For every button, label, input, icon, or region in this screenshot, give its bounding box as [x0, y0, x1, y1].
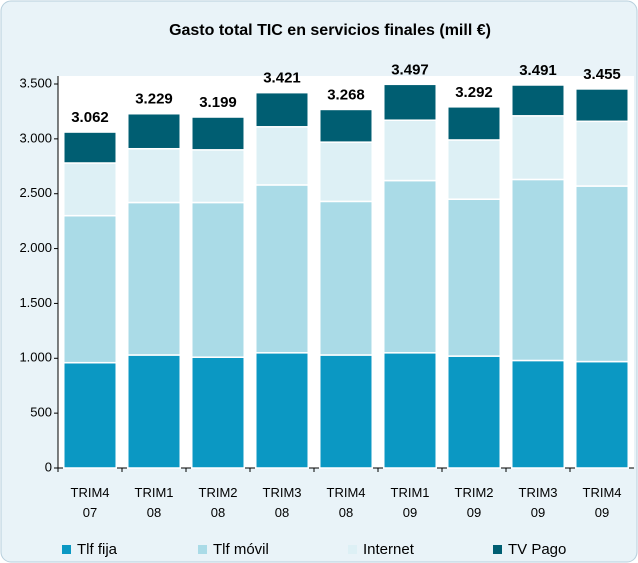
bar-segment — [511, 359, 565, 469]
total-label: 3.062 — [71, 109, 109, 126]
legend-swatch — [348, 545, 357, 554]
y-tick-label: 3.500 — [19, 75, 52, 90]
x-tick-label-line: TRIM3 — [263, 485, 302, 500]
x-tick-label: TRIM4 07 — [71, 485, 110, 520]
x-tick-label-line: 09 — [531, 505, 545, 520]
bar-segment — [255, 352, 309, 469]
bar-segment — [63, 214, 117, 364]
x-tick-label: TRIM3 08 — [263, 485, 302, 520]
bar-segment — [191, 356, 245, 469]
total-label: 3.491 — [519, 62, 557, 79]
bar-segment — [319, 141, 373, 203]
total-label: 3.455 — [583, 66, 621, 83]
total-label: 3.292 — [455, 84, 493, 101]
bar-segment — [447, 355, 501, 469]
x-tick-label-line: 09 — [403, 505, 417, 520]
y-tick-label: 0 — [45, 459, 52, 474]
total-label: 3.268 — [327, 86, 365, 103]
x-tick-label-line: TRIM4 — [583, 485, 622, 500]
x-tick-label: TRIM2 09 — [455, 485, 494, 520]
bar-segment — [63, 162, 117, 217]
chart-title: Gasto total TIC en servicios finales (mi… — [169, 22, 491, 39]
bar-segment — [575, 120, 629, 187]
legend-swatch — [198, 545, 207, 554]
bar-segment — [511, 178, 565, 362]
x-tick-label-line: TRIM1 — [391, 485, 430, 500]
bar-segment — [255, 184, 309, 354]
y-tick-label: 2.500 — [19, 185, 52, 200]
legend-swatch — [62, 545, 71, 554]
x-tick-label: TRIM4 09 — [583, 485, 622, 520]
x-tick-label-line: 08 — [339, 505, 353, 520]
bar-segment — [383, 179, 437, 354]
bar-segment — [575, 360, 629, 469]
total-label: 3.421 — [263, 70, 301, 87]
bar-segment — [575, 88, 629, 123]
total-label: 3.229 — [135, 91, 173, 108]
y-tick-label: 3.000 — [19, 130, 52, 145]
y-tick-label: 2.000 — [19, 240, 52, 255]
bar-segment — [447, 106, 501, 141]
legend-label: Tlf fija — [77, 541, 118, 558]
x-tick-label: TRIM1 08 — [135, 485, 174, 520]
x-tick-label-line: TRIM2 — [199, 485, 238, 500]
x-tick-label-line: 08 — [211, 505, 225, 520]
bar-segment — [447, 139, 501, 200]
y-tick-label: 500 — [30, 405, 52, 420]
bar-segment — [319, 200, 373, 356]
x-tick-label-line: TRIM4 — [71, 485, 110, 500]
x-tick-label: TRIM2 08 — [199, 485, 238, 520]
x-tick-label-line: TRIM1 — [135, 485, 174, 500]
y-tick-label: 1.500 — [19, 295, 52, 310]
legend-swatch — [493, 545, 502, 554]
x-tick-label-line: 09 — [595, 505, 609, 520]
x-tick-label-line: 09 — [467, 505, 481, 520]
bar-segment — [127, 112, 181, 150]
bar-segment — [511, 84, 565, 117]
bar-segment — [575, 185, 629, 363]
bar-segment — [127, 201, 181, 356]
legend-label: TV Pago — [508, 541, 566, 558]
total-label: 3.199 — [199, 94, 237, 111]
x-tick-label: TRIM3 09 — [519, 485, 558, 520]
legend-label: Tlf móvil — [213, 541, 269, 558]
bar-segment — [191, 201, 245, 358]
bar-segment — [447, 198, 501, 357]
x-tick-label: TRIM1 09 — [391, 485, 430, 520]
bar-segment — [191, 149, 245, 204]
x-tick-label-line: TRIM4 — [327, 485, 366, 500]
legend-label: Internet — [363, 541, 415, 558]
bar-segment — [255, 126, 309, 186]
bar-segment — [511, 115, 565, 181]
bar-segment — [383, 352, 437, 469]
y-tick-label: 1.000 — [19, 350, 52, 365]
bar-segment — [63, 131, 117, 164]
x-tick-label-line: TRIM3 — [519, 485, 558, 500]
x-tick-label-line: 07 — [83, 505, 97, 520]
x-tick-label-line: 08 — [275, 505, 289, 520]
bar-segment — [319, 354, 373, 469]
bar-segment — [127, 354, 181, 469]
x-tick-label-line: TRIM2 — [455, 485, 494, 500]
bar-segment — [383, 119, 437, 182]
bar-segment — [319, 108, 373, 143]
total-label: 3.497 — [391, 61, 429, 78]
x-tick-label-line: 08 — [147, 505, 161, 520]
bar-segment — [127, 147, 181, 204]
bar-segment — [191, 116, 245, 151]
bar-segment — [383, 83, 437, 121]
bar-segment — [255, 91, 309, 128]
x-tick-label: TRIM4 08 — [327, 485, 366, 520]
bar-segment — [63, 361, 117, 469]
